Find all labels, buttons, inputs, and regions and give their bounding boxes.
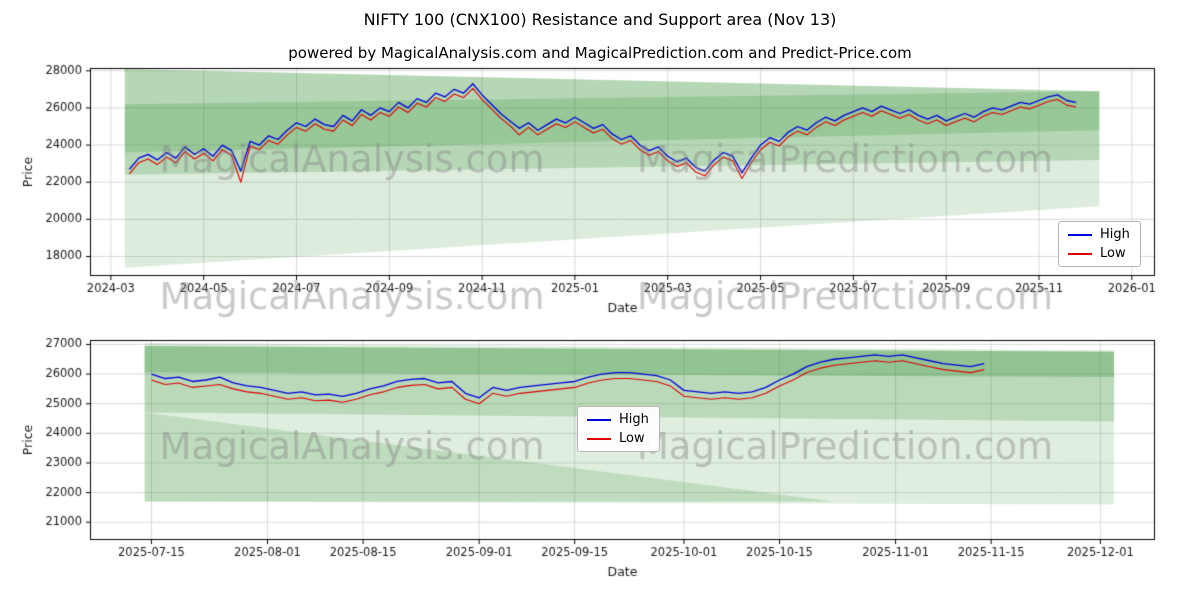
legend-label-high: High (1100, 227, 1130, 242)
legend-entry-high: High (587, 413, 649, 426)
legend-entry-high: High (1068, 228, 1130, 241)
legend-bottom-chart: High Low (577, 406, 660, 452)
chart-subtitle: powered by MagicalAnalysis.com and Magic… (288, 44, 912, 62)
legend-top-chart: High Low (1058, 221, 1141, 267)
legend-entry-low: Low (587, 432, 649, 445)
legend-label-low: Low (1100, 246, 1126, 261)
legend-label-low: Low (619, 431, 645, 446)
legend-label-high: High (619, 412, 649, 427)
high-line-swatch (587, 418, 611, 421)
low-line-swatch (1068, 252, 1092, 255)
legend-entry-low: Low (1068, 247, 1130, 260)
high-line-swatch (1068, 233, 1092, 236)
low-line-swatch (587, 437, 611, 440)
chart-title: NIFTY 100 (CNX100) Resistance and Suppor… (363, 10, 837, 29)
